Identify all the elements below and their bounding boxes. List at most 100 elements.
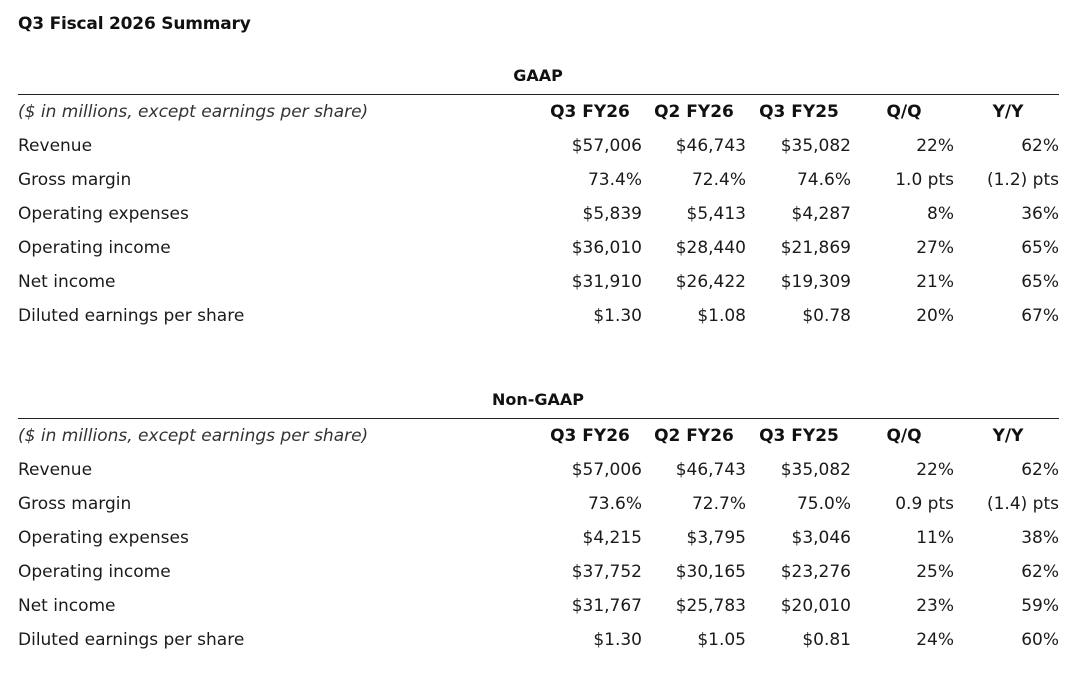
table-cell: 1.0 pts [895,170,954,190]
table-cell: $21,869 [780,238,851,258]
table-cell: 65% [1021,238,1059,258]
units-note: ($ in millions, except earnings per shar… [18,102,369,122]
column-header: Y/Y [992,426,1024,446]
table-row: Operating expenses $5,839 $5,413 $4,287 … [18,197,1059,231]
table-cell: $46,743 [675,136,746,156]
table-cell: $36,010 [571,238,642,258]
units-note: ($ in millions, except earnings per shar… [18,426,369,446]
table-cell: 11% [916,528,954,548]
table-cell: $1.30 [593,306,642,326]
table-row: Diluted earnings per share $1.30 $1.05 $… [18,623,1059,657]
table-row: Diluted earnings per share $1.30 $1.08 $… [18,299,1059,333]
table-cell: $31,767 [571,596,642,616]
table-title: GAAP [513,66,563,85]
row-label: Operating income [18,562,171,582]
table-cell: $23,276 [780,562,851,582]
table-row: Net income $31,767 $25,783 $20,010 23% 5… [18,589,1059,623]
table-cell: 36% [1021,204,1059,224]
row-label: Revenue [18,136,93,156]
table-cell: 65% [1021,272,1059,292]
table-cell: $28,440 [675,238,746,258]
column-header: Q3 FY26 [550,102,630,122]
table-cell: 21% [916,272,954,292]
table-cell: $37,752 [571,562,642,582]
table-cell: $57,006 [571,136,642,156]
row-label: Diluted earnings per share [18,306,245,326]
table-cell: $35,082 [780,460,851,480]
table-cell: 73.4% [587,170,642,190]
table-cell: $57,006 [571,460,642,480]
table-cell: 73.6% [587,494,642,514]
table-cell: 23% [916,596,954,616]
column-header: Q/Q [886,102,922,122]
table-cell: 75.0% [796,494,851,514]
table-cell: (1.2) pts [986,170,1059,190]
table-row: Revenue $57,006 $46,743 $35,082 22% 62% [18,129,1059,163]
table-cell: 8% [927,204,954,224]
table-row: Operating expenses $4,215 $3,795 $3,046 … [18,521,1059,555]
table-title: Non-GAAP [491,390,585,409]
table-cell: $5,839 [582,204,642,224]
row-label: Operating income [18,238,171,258]
table-cell: (1.4) pts [986,494,1059,514]
table-cell: $31,910 [571,272,642,292]
header-divider [18,94,1059,95]
table-cell: $5,413 [686,204,746,224]
table-cell: 22% [916,460,954,480]
table-cell: 59% [1021,596,1059,616]
table-cell: 62% [1021,562,1059,582]
table-cell: 20% [916,306,954,326]
row-label: Gross margin [18,170,132,190]
table-cell: $20,010 [780,596,851,616]
table-cell: 67% [1021,306,1059,326]
table-cell: $46,743 [675,460,746,480]
row-label: Revenue [18,460,93,480]
table-cell: $0.81 [802,630,851,650]
table-cell: 62% [1021,460,1059,480]
table-cell: $0.78 [802,306,851,326]
table-cell: $4,287 [791,204,851,224]
table-cell: 60% [1021,630,1059,650]
row-label: Operating expenses [18,528,189,548]
table-header-row: ($ in millions, except earnings per shar… [18,95,1059,129]
row-label: Operating expenses [18,204,189,224]
table-cell: 24% [916,630,954,650]
page-title: Q3 Fiscal 2026 Summary [18,14,251,34]
header-divider [18,418,1059,419]
table-cell: 27% [916,238,954,258]
table-cell: 72.7% [691,494,746,514]
table-cell: $35,082 [780,136,851,156]
table-header-row: ($ in millions, except earnings per shar… [18,419,1059,453]
table-cell: 62% [1021,136,1059,156]
table-cell: $4,215 [582,528,642,548]
table-row: Operating income $36,010 $28,440 $21,869… [18,231,1059,265]
column-header: Q3 FY25 [759,102,839,122]
table-cell: $3,046 [791,528,851,548]
column-header: Q3 FY26 [550,426,630,446]
column-header: Q2 FY26 [654,102,734,122]
table-cell: $19,309 [780,272,851,292]
table-cell: 22% [916,136,954,156]
row-label: Net income [18,596,116,616]
column-header: Q2 FY26 [654,426,734,446]
table-row: Gross margin 73.4% 72.4% 74.6% 1.0 pts (… [18,163,1059,197]
table-cell: 38% [1021,528,1059,548]
table-cell: $1.05 [697,630,746,650]
table-row: Net income $31,910 $26,422 $19,309 21% 6… [18,265,1059,299]
row-label: Net income [18,272,116,292]
table-row: Revenue $57,006 $46,743 $35,082 22% 62% [18,453,1059,487]
table-cell: $30,165 [675,562,746,582]
table-cell: 0.9 pts [895,494,954,514]
table-cell: 74.6% [796,170,851,190]
table-cell: $26,422 [675,272,746,292]
table-cell: 72.4% [691,170,746,190]
table-row: Gross margin 73.6% 72.7% 75.0% 0.9 pts (… [18,487,1059,521]
table-cell: $3,795 [686,528,746,548]
column-header: Q/Q [886,426,922,446]
table-cell: $1.08 [697,306,746,326]
row-label: Gross margin [18,494,132,514]
column-header: Y/Y [992,102,1024,122]
table-cell: 25% [916,562,954,582]
table-cell: $1.30 [593,630,642,650]
column-header: Q3 FY25 [759,426,839,446]
